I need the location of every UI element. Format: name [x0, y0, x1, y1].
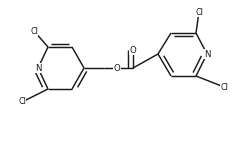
Text: Cl: Cl [18, 98, 26, 107]
Text: O: O [130, 45, 136, 54]
Text: N: N [35, 63, 41, 73]
Text: Cl: Cl [30, 26, 38, 36]
Text: Cl: Cl [195, 8, 203, 16]
Text: O: O [114, 63, 120, 73]
Text: N: N [204, 49, 210, 58]
Text: Cl: Cl [220, 82, 228, 91]
